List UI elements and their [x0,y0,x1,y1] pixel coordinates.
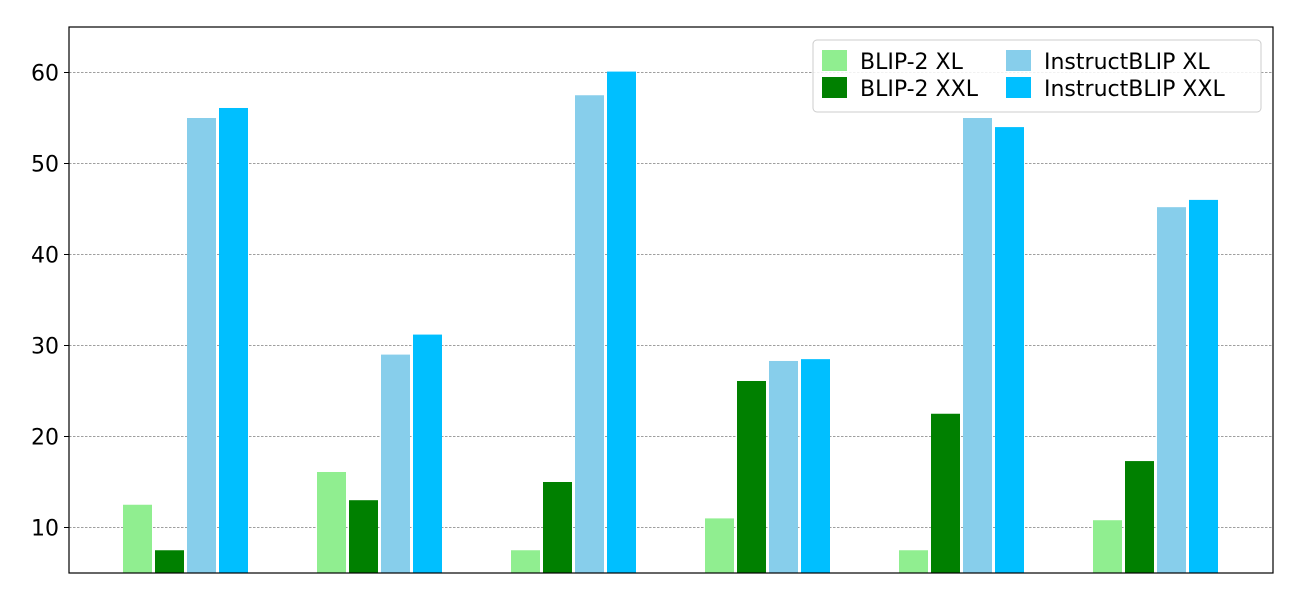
bar-blip-2-xxl-group-4 [737,380,766,573]
legend-label-blip-2-xl: BLIP-2 XL [860,50,964,75]
bar-instructblip-xxl-group-5 [995,127,1024,573]
bar-instructblip-xxl-group-4 [801,359,830,573]
legend-swatch-instructblip-xxl [1006,77,1031,98]
y-tick-label: 40 [31,244,59,269]
bar-instructblip-xl-group-2 [381,354,410,573]
bar-blip-2-xl-group-2 [317,471,346,573]
bar-instructblip-xl-group-5 [963,118,992,573]
bars [123,71,1218,574]
bar-blip-2-xl-group-6 [1093,520,1122,573]
bar-instructblip-xxl-group-6 [1189,199,1218,573]
bar-blip-2-xl-group-3 [511,550,540,573]
bar-blip-2-xxl-group-2 [349,500,378,573]
legend-swatch-instructblip-xl [1006,50,1031,71]
legend-box [812,39,1262,113]
y-tick-label: 10 [31,517,59,542]
bar-instructblip-xxl-group-3 [607,71,636,573]
y-tick-label: 20 [31,426,59,451]
bar-blip-2-xl-group-5 [899,550,928,573]
bar-blip-2-xxl-group-6 [1125,461,1154,573]
bar-instructblip-xl-group-1 [187,118,216,573]
y-tick-label: 30 [31,335,59,360]
grid-lines [69,72,1273,528]
legend-swatch-blip-2-xxl [822,77,847,98]
bar-blip-2-xxl-group-3 [543,482,572,573]
bar-blip-2-xl-group-4 [705,518,734,573]
y-axis: 10 20 30 40 50 60 [31,62,69,542]
bar-instructblip-xxl-group-1 [219,107,248,574]
legend-label-instructblip-xl: InstructBLIP XL [1044,50,1210,75]
bar-blip-2-xxl-group-5 [931,413,960,573]
legend-label-blip-2-xxl: BLIP-2 XXL [860,77,979,102]
y-tick-label: 60 [31,62,59,87]
bar-instructblip-xxl-group-2 [413,334,442,573]
plot-frame [68,26,1274,574]
legend-swatch-blip-2-xl [822,50,847,71]
legend-label-instructblip-xxl: InstructBLIP XXL [1044,77,1225,102]
bar-blip-2-xl-group-1 [123,504,152,573]
bar-instructblip-xl-group-4 [769,360,798,573]
bar-blip-2-xxl-group-1 [155,550,184,573]
bar-instructblip-xl-group-6 [1157,207,1186,573]
bar-instructblip-xl-group-3 [575,95,604,573]
y-tick-label: 50 [31,153,59,178]
